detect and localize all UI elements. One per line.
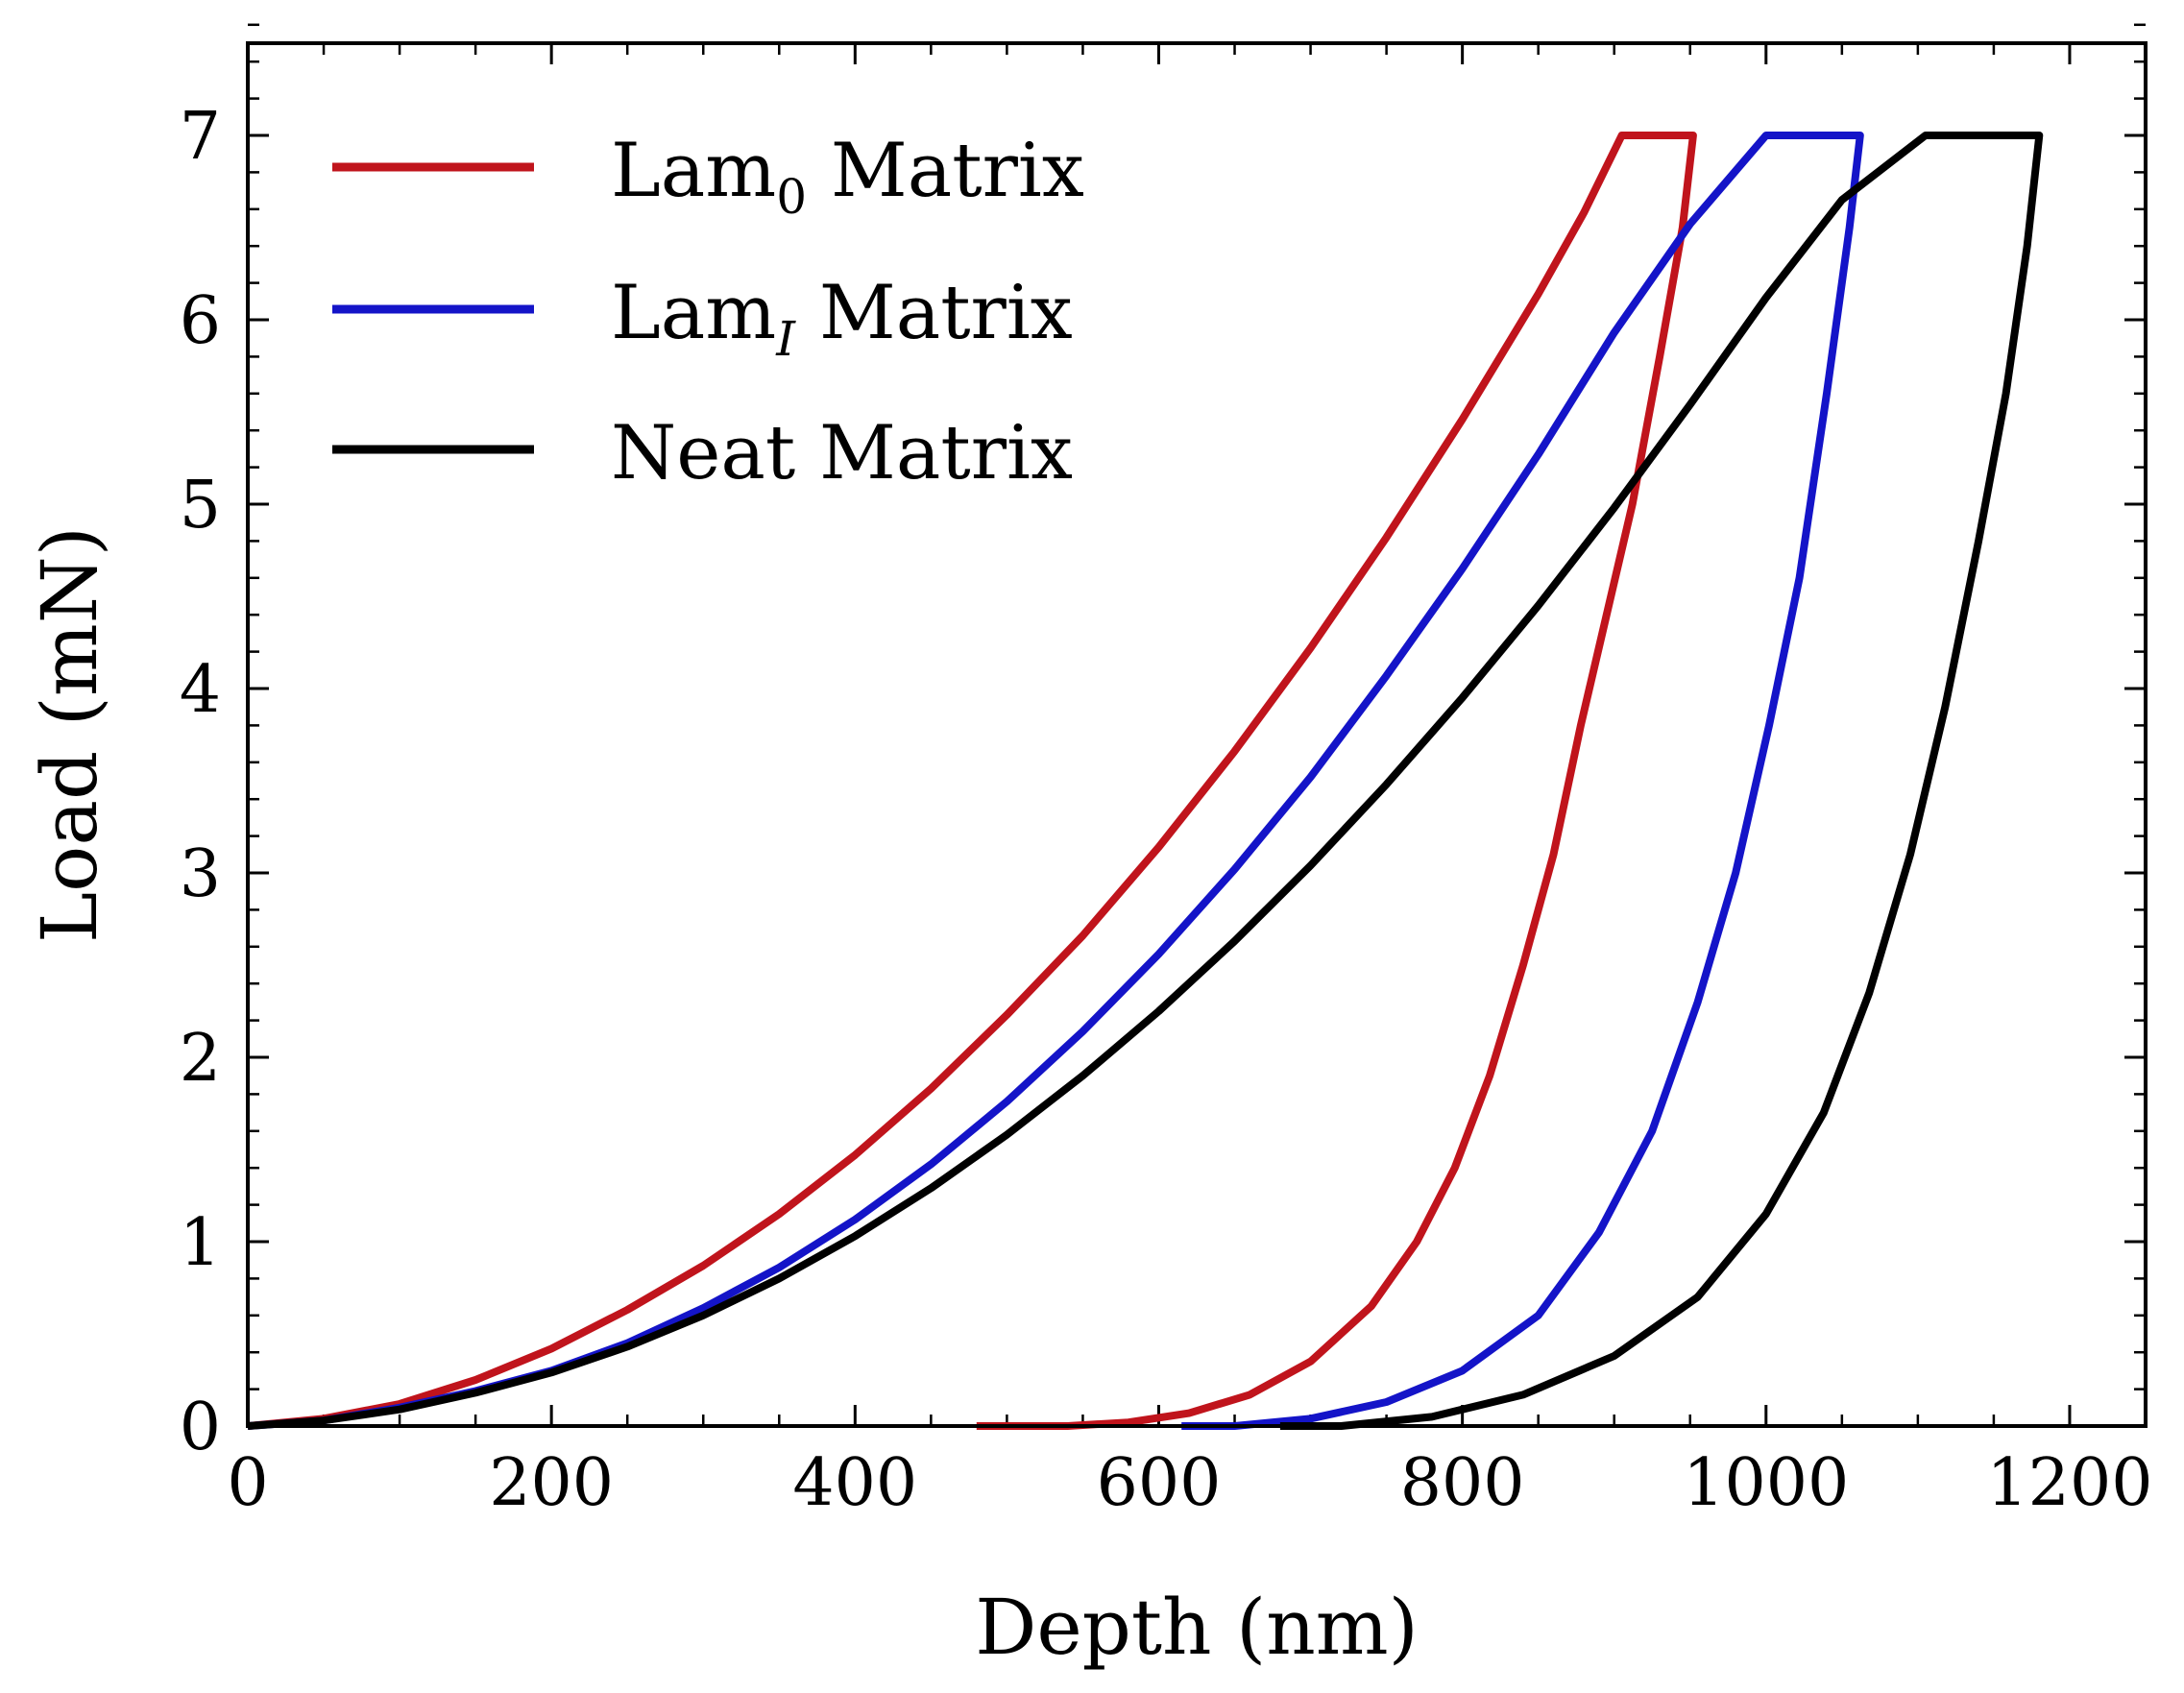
major-ticks (246, 43, 2146, 1428)
x-tick-label: 1200 (1986, 1445, 2152, 1521)
y-axis-title: Load (mN) (25, 526, 114, 943)
x-tick-labels: 0 200 400 600 800 1000 1200 (227, 1445, 2152, 1521)
x-tick-label: 400 (792, 1445, 917, 1521)
y-tick-label: 3 (180, 836, 221, 912)
series-line-2 (247, 132, 2044, 1430)
x-tick-label: 600 (1097, 1445, 1222, 1521)
plot-frame (246, 41, 2148, 1428)
y-tick-label: 0 (180, 1390, 221, 1465)
legend-label-1: LamI Matrix (611, 270, 1073, 367)
minor-ticks (248, 23, 2148, 1426)
y-tick-label: 2 (180, 1021, 221, 1097)
x-tick-label: 1000 (1683, 1445, 1849, 1521)
series-layer (247, 132, 2044, 1430)
x-tick-label: 200 (489, 1445, 614, 1521)
y-tick-label: 7 (180, 99, 221, 175)
y-tick-label: 1 (180, 1205, 221, 1281)
legend-label-2: Neat Matrix (611, 410, 1073, 496)
legend-label-0: Lam0 Matrix (611, 128, 1084, 225)
x-tick-label: 800 (1400, 1445, 1525, 1521)
x-axis-title: Depth (nm) (975, 1583, 1419, 1672)
series-line-0 (247, 132, 1697, 1430)
x-tick-label: 0 (227, 1445, 268, 1521)
legend: Lam0 Matrix LamI Matrix Neat Matrix (332, 128, 1084, 496)
y-tick-labels: 0 1 2 3 4 5 6 7 (180, 99, 221, 1465)
y-tick-label: 5 (180, 468, 221, 544)
series-line-1 (247, 132, 1864, 1430)
y-tick-label: 6 (180, 283, 221, 359)
y-tick-label: 4 (180, 652, 221, 728)
